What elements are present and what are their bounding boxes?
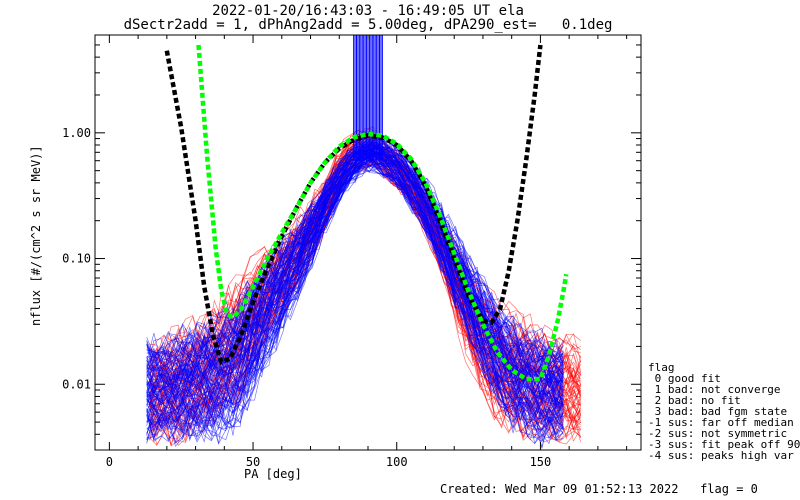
- fit-curves-layer: [164, 44, 569, 382]
- legend-item-0: 0 good fit: [648, 372, 721, 385]
- y-tick-label: 0.10: [62, 252, 91, 266]
- footer-created: Created: Wed Mar 09 01:52:13 2022 flag =…: [440, 482, 758, 496]
- blue-trace: [146, 162, 564, 441]
- y-tick-label: 1.00: [62, 126, 91, 140]
- blue-trace: [146, 156, 564, 405]
- blue-trace: [146, 152, 564, 404]
- blue-trace: [146, 156, 564, 424]
- legend-item-7: -4 sus: peaks high var: [648, 449, 794, 462]
- chart-title: 2022-01-20/16:43:03 - 16:49:05 UT ela: [212, 3, 524, 19]
- x-tick-label: 0: [106, 455, 113, 469]
- legend-item-2: 2 bad: no fit: [648, 394, 741, 407]
- x-tick-label: 100: [386, 455, 408, 469]
- axes-layer: 0 50 100 150 0.01 0.10 1.00: [62, 34, 641, 469]
- black-fit-series: [164, 44, 543, 366]
- y-axis-label: nflux [#/(cm^2 s sr MeV)]: [29, 145, 43, 326]
- legend-item-4: -1 sus: far off median: [648, 416, 794, 429]
- legend-title: flag: [648, 361, 675, 374]
- green-fit-series: [196, 44, 569, 382]
- blue-trace: [146, 164, 564, 449]
- blue-trace: [146, 152, 564, 411]
- legend-item-6: -3 sus: fit peak off 90: [648, 438, 800, 451]
- x-tick-label: 150: [530, 455, 552, 469]
- legend-item-5: -2 sus: not symmetric: [648, 427, 788, 440]
- x-axis-label: PA [deg]: [244, 467, 302, 481]
- blue-trace: [146, 151, 564, 419]
- chart-subtitle: dSectr2add = 1, dPhAng2add = 5.00deg, dP…: [123, 17, 613, 33]
- legend-item-3: 3 bad: bad fgm state: [648, 405, 788, 418]
- x-tick-label: 50: [246, 455, 260, 469]
- y-tick-label: 0.01: [62, 377, 91, 391]
- measurement-spread-layer: [146, 35, 582, 449]
- legend-item-1: 1 bad: not converge: [648, 383, 781, 396]
